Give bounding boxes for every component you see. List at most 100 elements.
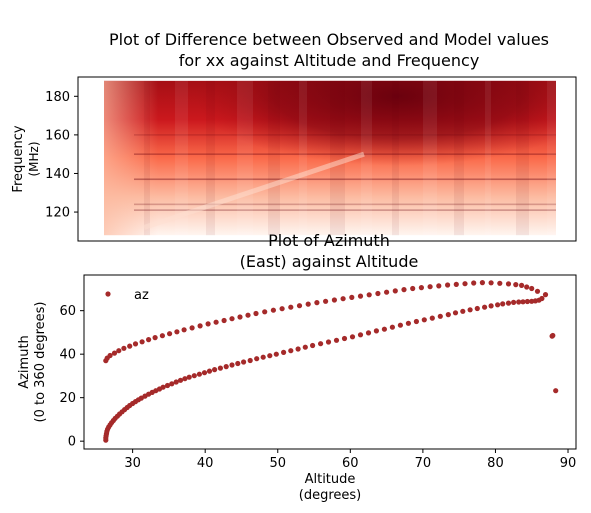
scatter-point (375, 290, 381, 297)
scatter-point (467, 307, 473, 313)
scatter-x-tick-label: 40 (197, 456, 214, 471)
scatter-point (127, 343, 133, 349)
scatter-point (173, 379, 179, 385)
scatter-point (159, 333, 165, 339)
heatmap-column-band (485, 80, 491, 236)
heatmap-column-band (423, 80, 437, 236)
scatter-x-tick-label: 80 (487, 456, 504, 471)
scatter-point (401, 287, 407, 293)
scatter-y-tick-label: 60 (59, 304, 76, 319)
scatter-point (146, 337, 152, 343)
scatter-point (213, 319, 219, 325)
legend: az (105, 288, 149, 303)
scatter-point (186, 374, 192, 380)
scatter-point (373, 328, 379, 334)
scatter-y-ticks: 0 20 40 60 (59, 304, 84, 450)
scatter-point (139, 339, 145, 345)
heatmap-column-band (268, 80, 280, 236)
scatter-point (237, 314, 243, 320)
heatmap-axes-frame (77, 76, 577, 242)
legend-label-az: az (134, 288, 149, 303)
heatmap-panel: Plot of Difference between Observed and … (11, 30, 577, 242)
scatter-point (488, 280, 494, 286)
scatter-point (397, 322, 403, 328)
scatter-point (331, 297, 337, 303)
heatmap-title-line-2: for xx against Altitude and Frequency (179, 51, 480, 70)
scatter-point (273, 351, 279, 357)
scatter-point (197, 323, 203, 329)
scatter-point (279, 306, 285, 312)
scatter-point (550, 332, 556, 339)
scatter-point (181, 327, 187, 333)
scatter-xlabel-line-2: (degrees) (299, 488, 361, 503)
scatter-x-ticks: 30 40 50 60 70 80 90 (124, 449, 576, 471)
scatter-point (381, 326, 387, 332)
scatter-point (111, 350, 118, 356)
scatter-point (325, 339, 332, 345)
scatter-point (482, 304, 488, 310)
scatter-point (177, 377, 184, 383)
scatter-point (262, 309, 268, 315)
scatter-point (534, 288, 541, 294)
scatter-point (205, 321, 211, 327)
legend-marker (105, 291, 111, 297)
heatmap-ridge (143, 151, 365, 230)
scatter-point (542, 292, 549, 298)
scatter-point (217, 365, 223, 371)
scatter-point (413, 318, 419, 325)
scatter-point (302, 344, 308, 350)
scatter-point (497, 280, 503, 286)
scatter-point (247, 357, 253, 364)
heatmap-ylabel-line-1: Frequency (11, 125, 26, 192)
scatter-point (445, 282, 451, 288)
scatter-point (167, 331, 173, 337)
heatmap-streak (134, 153, 556, 155)
scatter-panel: Plot of Azimuth (East) against Altitude … (17, 231, 577, 503)
scatter-point (529, 285, 535, 292)
heatmap-title-line-1: Plot of Difference between Observed and … (109, 30, 549, 49)
heatmap-y-tick-label: 180 (45, 90, 70, 105)
heatmap-column-band (516, 80, 529, 236)
heatmap-streak (134, 134, 556, 136)
scatter-point (318, 341, 324, 347)
scatter-point (524, 298, 531, 305)
scatter-point (539, 295, 545, 302)
scatter-point (513, 282, 519, 288)
scatter-point (296, 303, 303, 309)
scatter-point (189, 325, 195, 331)
scatter-point (437, 313, 443, 319)
scatter-x-tick-label: 70 (415, 456, 432, 471)
scatter-point (479, 280, 485, 286)
scatter-point (340, 296, 346, 302)
heatmap-column-band (206, 80, 215, 236)
scatter-point (245, 312, 251, 318)
scatter-point (132, 341, 139, 347)
scatter-ylabel-line-1: Azimuth (17, 335, 32, 389)
scatter-point (212, 367, 218, 373)
scatter-point (389, 324, 395, 330)
scatter-point (160, 384, 166, 390)
scatter-x-tick-label: 60 (342, 456, 359, 471)
scatter-point (453, 281, 459, 287)
scatter-point (253, 310, 259, 317)
scatter-title-line-1: Plot of Azimuth (268, 231, 390, 250)
scatter-point (241, 359, 247, 365)
scatter-y-tick-label: 0 (68, 435, 76, 450)
scatter-point (116, 348, 122, 354)
scatter-point (357, 293, 364, 299)
scatter-point (229, 316, 235, 322)
scatter-point (405, 320, 411, 326)
scatter-point (520, 299, 526, 305)
heatmap-column-band (144, 80, 150, 236)
scatter-title-line-2: (East) against Altitude (240, 252, 419, 271)
scatter-point (418, 285, 424, 291)
heatmap-stripes (134, 80, 556, 236)
scatter-x-tick-label: 90 (560, 456, 577, 471)
scatter-point (288, 348, 294, 354)
heatmap-image (104, 80, 556, 236)
heatmap-column-band (454, 80, 464, 236)
scatter-point (365, 330, 372, 336)
heatmap-column-band (330, 80, 345, 236)
scatter-point (323, 298, 329, 304)
scatter-point (488, 303, 494, 309)
